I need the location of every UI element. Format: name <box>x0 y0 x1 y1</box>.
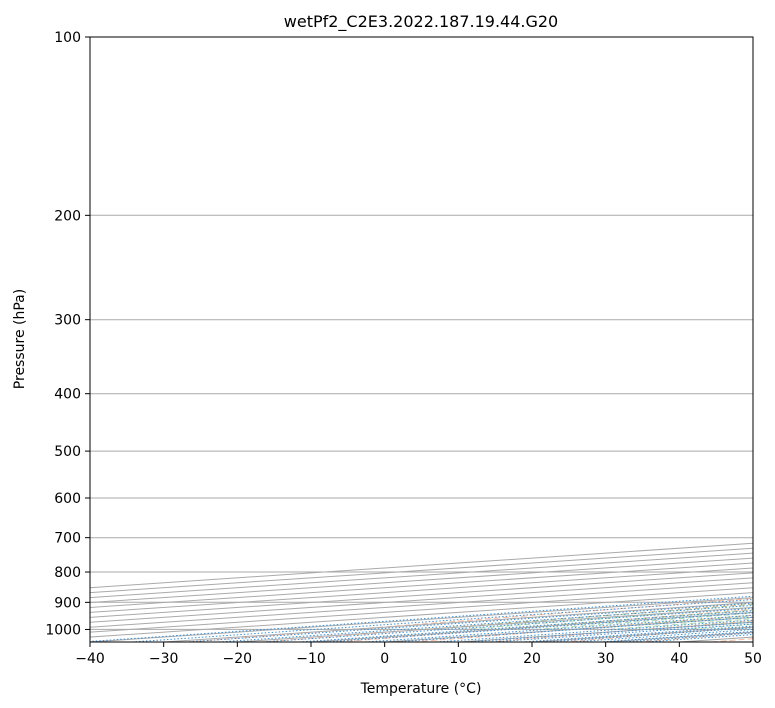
x-tick-label: 40 <box>670 651 688 667</box>
y-tick-label: 900 <box>54 595 81 611</box>
y-tick-label: 700 <box>54 531 81 547</box>
x-axis-label: Temperature (°C) <box>360 681 482 697</box>
plot-background <box>90 37 753 642</box>
y-tick-label: 300 <box>54 313 81 329</box>
chart-title: wetPf2_C2E3.2022.187.19.44.G20 <box>284 12 558 32</box>
y-tick-label: 800 <box>54 565 81 581</box>
isotherm <box>752 641 753 642</box>
x-tick-label: 30 <box>597 651 615 667</box>
mixing-ratio-line <box>262 607 753 642</box>
y-tick-label: 200 <box>54 208 81 224</box>
background-lines <box>90 37 775 642</box>
mixing-ratio-line <box>185 602 753 642</box>
x-tick-label: 20 <box>523 651 541 667</box>
y-tick-label: 1000 <box>45 622 81 638</box>
x-tick-label: −20 <box>223 651 253 667</box>
mixing-ratio-line <box>299 610 753 642</box>
moist-adiabat <box>756 37 775 629</box>
x-tick-label: 50 <box>744 651 762 667</box>
plot-frame <box>89 36 754 643</box>
x-tick-label: −30 <box>149 651 179 667</box>
y-tick-label: 100 <box>54 30 81 46</box>
x-tick-label: 0 <box>380 651 389 667</box>
y-tick-label: 400 <box>54 387 81 403</box>
x-tick-label: 10 <box>449 651 467 667</box>
y-axis: 100 200 300 400 500 600 700 800 900 1000 <box>45 30 90 638</box>
x-axis: −40 −30 −20 −10 0 10 20 30 40 50 <box>75 642 762 667</box>
x-tick-label: −10 <box>296 651 326 667</box>
y-tick-label: 600 <box>54 491 81 507</box>
y-axis-label: Pressure (hPa) <box>12 289 28 389</box>
y-tick-label: 500 <box>54 444 81 460</box>
mixing-ratio-line <box>218 604 753 642</box>
x-tick-label: −40 <box>75 651 105 667</box>
